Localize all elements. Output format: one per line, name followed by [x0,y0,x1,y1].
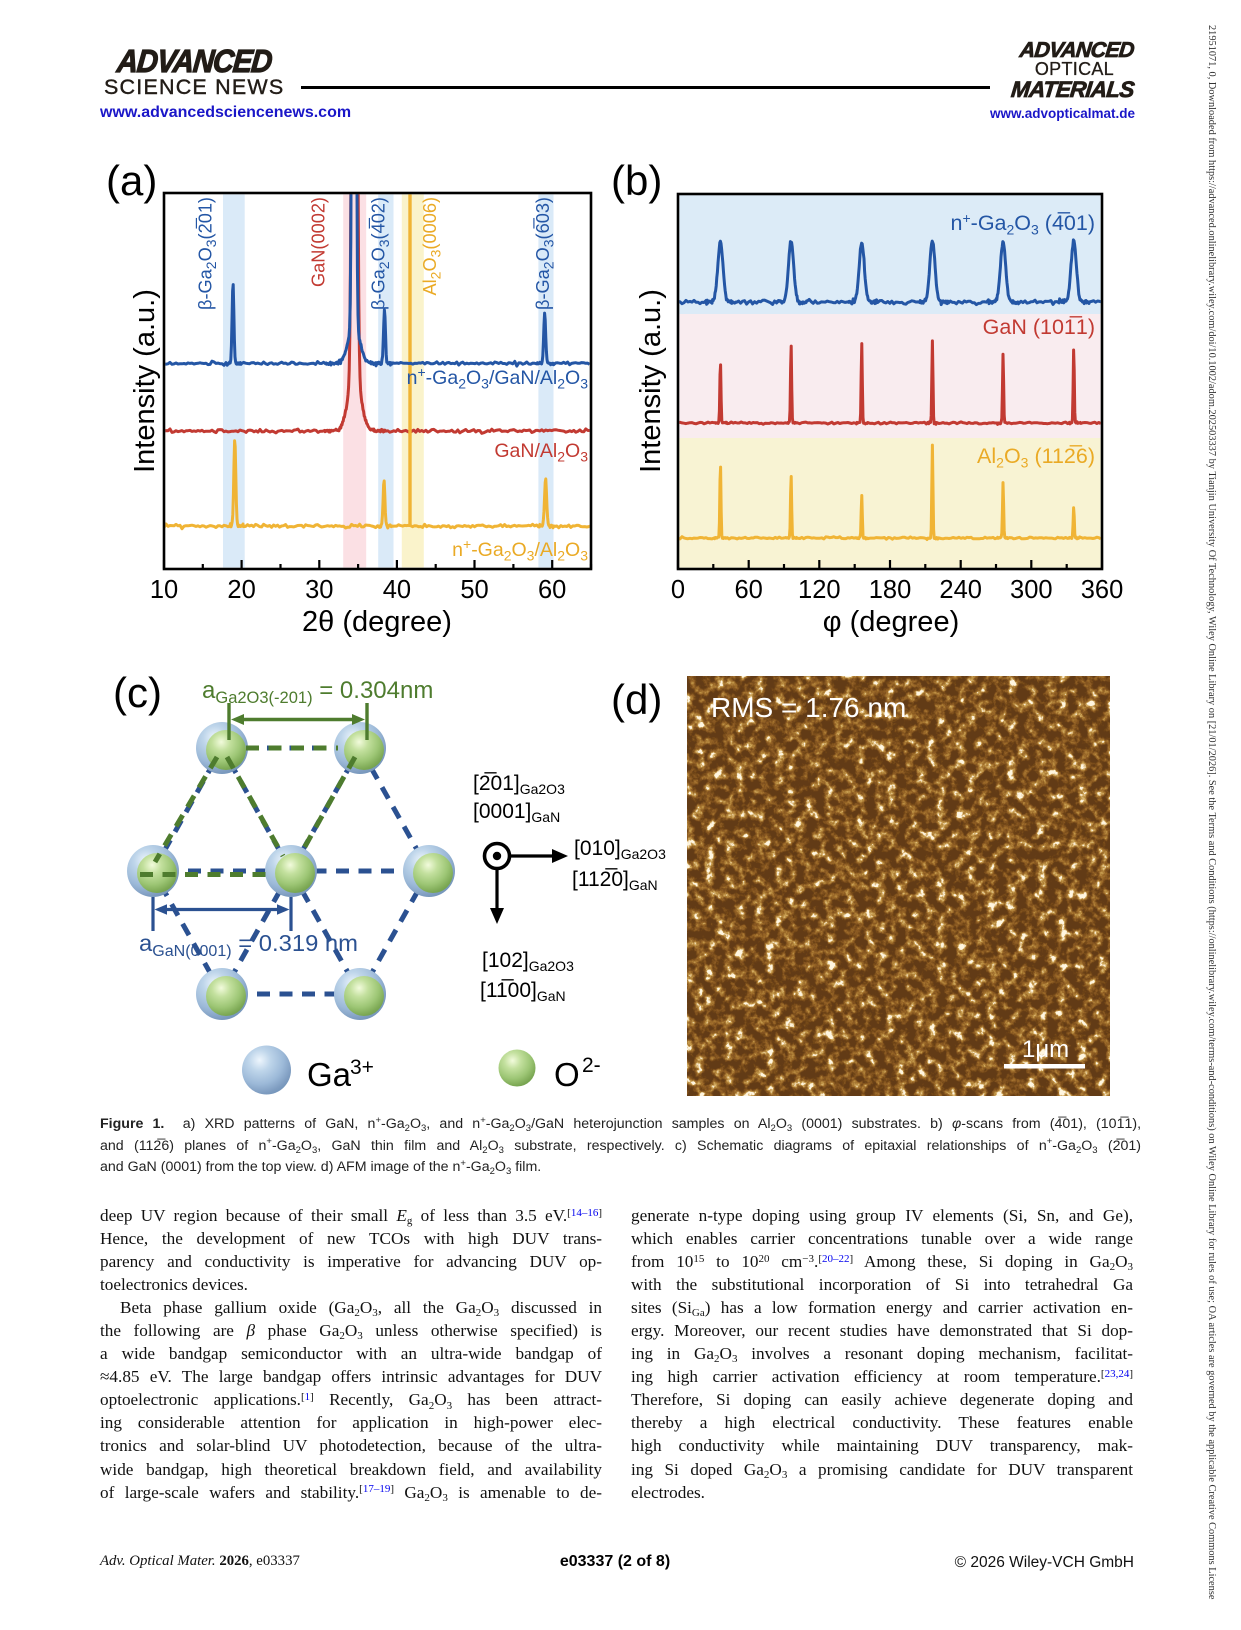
svg-text:[11̅00]GaN: [11̅00]GaN [480,979,566,1004]
svg-text:O: O [554,1056,580,1093]
svg-text:[0001]GaN: [0001]GaN [473,800,560,825]
svg-text:n+​-Ga2​O3​ (4̅01): n+​-Ga2​O3​ (4̅01) [951,210,1096,238]
svg-text:240: 240 [939,576,982,604]
svg-text:[2̅01]Ga2O3: [2̅01]Ga2O3 [473,772,565,797]
svg-text:120: 120 [798,576,841,604]
svg-text:300: 300 [1010,576,1053,604]
svg-text:n+​-Ga2​O3​/GaN/Al2​O3​: n+​-Ga2​O3​/GaN/Al2​O3​ [407,364,589,392]
svg-text:60: 60 [735,576,763,604]
svg-text:10: 10 [150,576,178,604]
svg-text:Al2​O3​ (112̅6): Al2​O3​ (112̅6) [977,444,1095,471]
svg-text:(b): (b) [611,157,662,204]
svg-text:[010]Ga2O3: [010]Ga2O3 [574,837,666,862]
svg-text:30: 30 [305,576,333,604]
svg-text:RMS = 1.76 nm: RMS = 1.76 nm [711,692,906,723]
svg-text:(d): (d) [611,676,662,723]
svg-text:GaN(0002): GaN(0002) [309,197,329,287]
svg-text:GaN/Al2​O3​: GaN/Al2​O3​ [494,440,588,465]
svg-text:2θ (degree): 2θ (degree) [302,606,452,638]
svg-text:50: 50 [460,576,488,604]
svg-text:Intensity (a.u.): Intensity (a.u.) [129,289,161,473]
svg-text:180: 180 [869,576,912,604]
svg-text:3+: 3+ [350,1056,374,1079]
svg-text:β-Ga2​O3​(2̅01): β-Ga2​O3​(2̅01) [196,197,220,310]
svg-text:20: 20 [227,576,255,604]
svg-text:φ (degree): φ (degree) [823,606,959,638]
svg-text:n+​-Ga2​O3​/Al2​O3​: n+​-Ga2​O3​/Al2​O3​ [452,536,588,564]
svg-text:Al2​O3​(0006): Al2​O3​(0006) [420,197,444,296]
svg-text:1μm: 1μm [1022,1036,1069,1063]
svg-text:40: 40 [383,576,411,604]
svg-text:β-Ga2​O3​(6̅03): β-Ga2​O3​(6̅03) [533,197,557,310]
svg-text:Ga: Ga [307,1056,352,1093]
svg-text:Intensity (a.u.): Intensity (a.u.) [635,289,667,473]
svg-text:360: 360 [1081,576,1124,604]
svg-text:[102]Ga2O3: [102]Ga2O3 [482,949,574,974]
svg-text:(a): (a) [106,157,157,204]
svg-text:aGa2O3(-201) = 0.304nm: aGa2O3(-201) = 0.304nm [202,677,433,707]
svg-text:60: 60 [538,576,566,604]
svg-text:(c): (c) [113,669,162,716]
svg-text:aGaN(0001) = 0.319 nm: aGaN(0001) = 0.319 nm [139,930,358,960]
svg-text:GaN (101̅1): GaN (101̅1) [983,315,1095,339]
svg-text:[112̅0]GaN: [112̅0]GaN [572,868,658,893]
svg-text:0: 0 [671,576,685,604]
svg-text:β-Ga2​O3​(4̅02): β-Ga2​O3​(4̅02) [369,197,393,310]
svg-text:2-: 2- [582,1054,601,1077]
